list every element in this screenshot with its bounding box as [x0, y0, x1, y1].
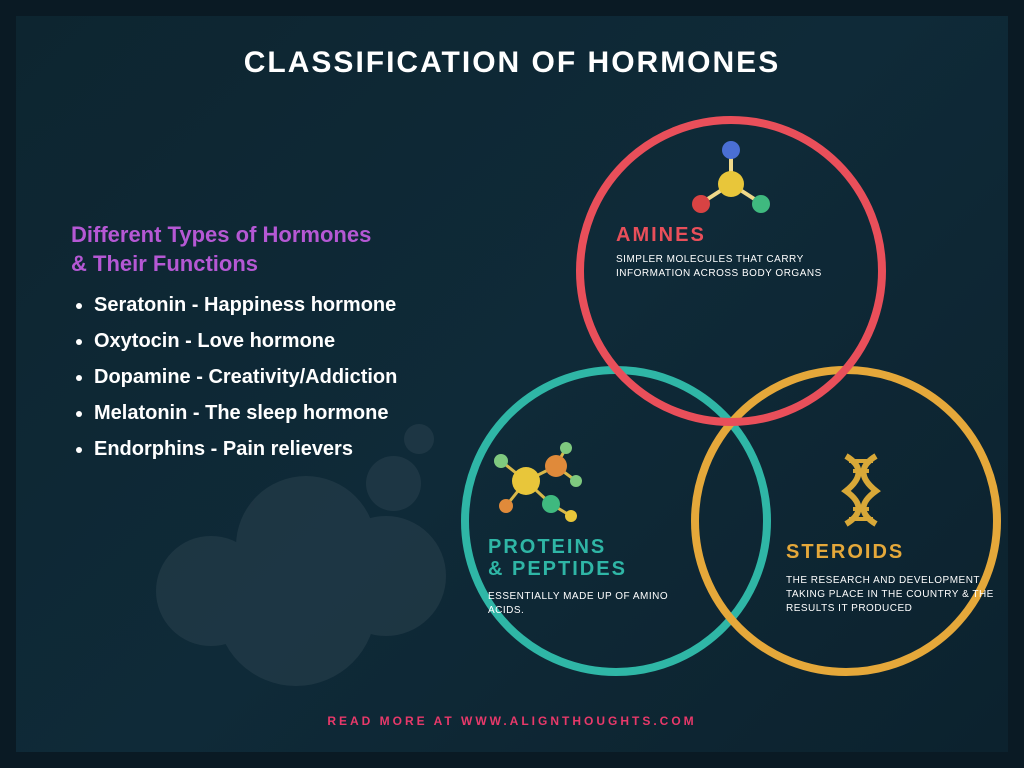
- proteins-desc: ESSENTIALLY MADE UP OF AMINO ACIDS.: [488, 590, 688, 618]
- steroids-desc: THE RESEARCH AND DEVELOPMENT TAKING PLAC…: [786, 574, 996, 616]
- hormone-list-item: Seratonin - Happiness hormone: [94, 288, 397, 322]
- footer-prefix: READ MORE AT: [327, 714, 461, 728]
- amines-label: AMINES SIMPLER MOLECULES THAT CARRY INFO…: [616, 224, 846, 281]
- proteins-label: PROTEINS& PEPTIDES ESSENTIALLY MADE UP O…: [488, 536, 688, 618]
- proteins-title: PROTEINS& PEPTIDES: [488, 536, 688, 580]
- content-frame: CLASSIFICATION OF HORMONES Different Typ…: [16, 16, 1008, 752]
- protein-molecule-icon: [481, 436, 591, 531]
- hormone-list-item: Melatonin - The sleep hormone: [94, 396, 397, 430]
- steroids-title: STEROIDS: [786, 541, 996, 564]
- amines-desc: SIMPLER MOLECULES THAT CARRY INFORMATION…: [616, 253, 846, 281]
- page-title: CLASSIFICATION OF HORMONES: [16, 46, 1008, 80]
- footer-text: READ MORE AT WWW.ALIGNTHOUGHTS.COM: [16, 714, 1008, 728]
- molecule-icon: [681, 136, 781, 216]
- hormone-list: Seratonin - Happiness hormoneOxytocin - …: [94, 288, 397, 468]
- amines-title: AMINES: [616, 224, 846, 247]
- dna-icon: [831, 451, 891, 529]
- hormone-list-item: Dopamine - Creativity/Addiction: [94, 360, 397, 394]
- steroids-label: STEROIDS THE RESEARCH AND DEVELOPMENT TA…: [786, 541, 996, 616]
- hormone-list-item: Endorphins - Pain relievers: [94, 432, 397, 466]
- hormone-list-item: Oxytocin - Love hormone: [94, 324, 397, 358]
- footer-url: WWW.ALIGNTHOUGHTS.COM: [461, 714, 697, 728]
- section-subtitle: Different Types of Hormones& Their Funct…: [71, 221, 371, 278]
